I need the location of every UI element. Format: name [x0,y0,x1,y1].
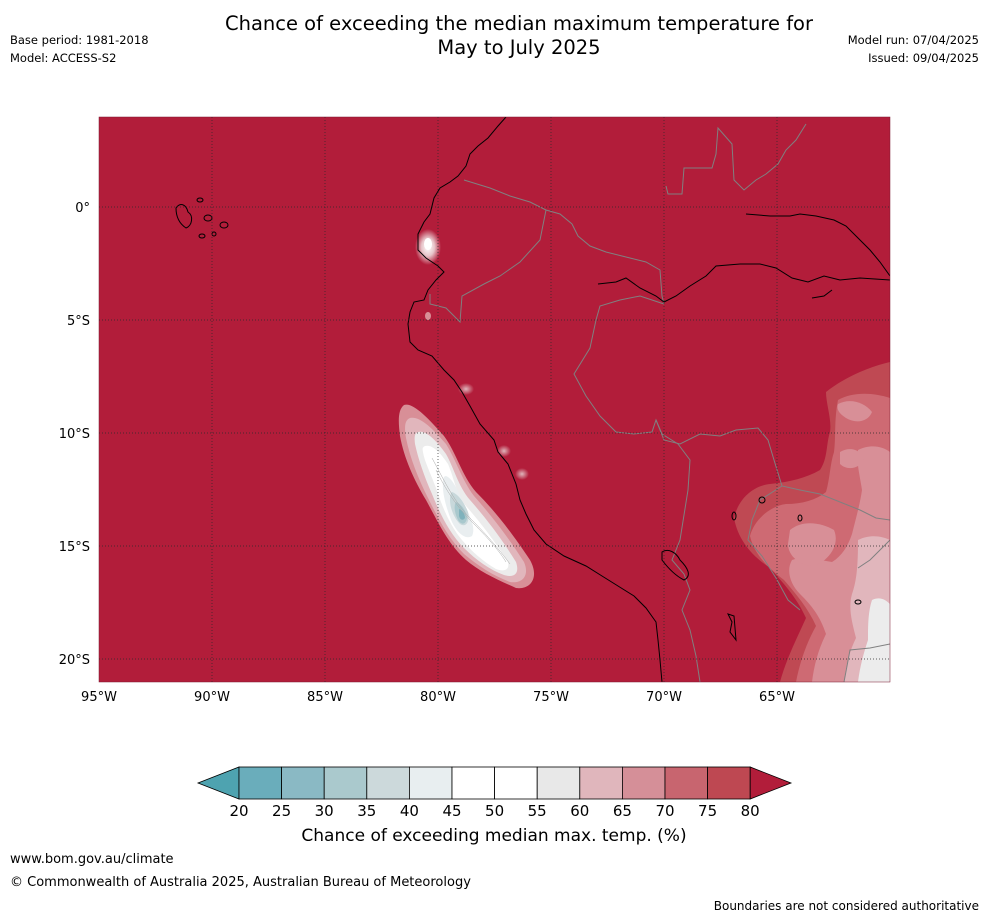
colorbar-swatch [281,766,325,800]
colorbar-swatch [451,766,495,800]
peru-offshore-anomaly [398,404,535,589]
colorbar-tick-label: 55 [528,802,547,820]
lat-tick-label: 15°S [59,540,90,555]
longitude-axis: 95°W 90°W 85°W 80°W 75°W 70°W 65°W [81,690,795,705]
lat-tick-label: 5°S [67,314,90,329]
colorbar-tick-label: 35 [357,802,376,820]
chart-title: Chance of exceeding the median maximum t… [160,12,878,60]
map-frame [98,116,891,683]
lon-tick-label: 85°W [307,690,343,705]
colorbar-under-arrow [196,766,240,800]
colorbar-tick-label: 60 [570,802,589,820]
lat-tick-label: 20°S [59,653,90,668]
colorbar-tick-label: 65 [613,802,632,820]
colorbar-ticks: 20 25 30 35 40 45 50 55 60 65 70 75 80 [229,802,759,820]
run-info: Model run: 07/04/2025 Issued: 09/04/2025 [848,31,979,67]
colorbar-tick-label: 80 [741,802,760,820]
colorbar-swatch [238,766,282,800]
colorbar-swatch [536,766,581,800]
lat-tick-label: 10°S [59,427,90,442]
footer-copyright: © Commonwealth of Australia 2025, Austra… [10,875,471,890]
colorbar [196,766,793,800]
colorbar-tick-label: 45 [442,802,461,820]
model-info: Base period: 1981-2018 Model: ACCESS-S2 [10,31,149,67]
colorbar-swatch [579,766,623,800]
colorbar-tick-label: 40 [400,802,419,820]
colorbar-swatch [366,766,410,800]
title-line-1: Chance of exceeding the median maximum t… [224,12,814,35]
lon-tick-label: 70°W [646,690,682,705]
lon-tick-label: 95°W [81,690,117,705]
base-period-text: Base period: 1981-2018 [10,33,149,47]
colorbar-swatch [707,766,751,800]
map-background [99,117,890,682]
latitude-axis: 0° 5°S 10°S 15°S 20°S [59,201,90,668]
model-text: Model: ACCESS-S2 [10,51,117,65]
colorbar-over-arrow [749,766,793,800]
colorbar-tick-label: 70 [655,802,674,820]
footer-url[interactable]: www.bom.gov.au/climate [10,852,174,867]
colorbar-swatch [408,766,453,800]
lon-tick-label: 65°W [759,690,795,705]
map-plot-area [99,117,890,682]
gridlines [99,117,890,682]
lat-tick-label: 0° [75,201,90,216]
issued-text: Issued: 09/04/2025 [868,51,979,65]
colorbar-swatch [664,766,708,800]
bolivia-brazil-anomaly [734,362,890,682]
title-line-2: May to July 2025 [437,36,601,59]
colorbar-tick-label: 30 [315,802,334,820]
footer-note: Boundaries are not considered authoritat… [713,899,979,913]
coastline [407,117,890,682]
colorbar-tick-label: 25 [272,802,291,820]
lon-tick-label: 90°W [194,690,230,705]
colorbar-tick-label: 75 [698,802,717,820]
galapagos-islands [175,197,862,642]
lon-tick-label: 80°W [420,690,456,705]
colorbar-tick-label: 50 [485,802,504,820]
colorbar-swatch [323,766,368,800]
colorbar-tick-label: 20 [229,802,248,820]
colorbar-label: Chance of exceeding median max. temp. (%… [301,826,687,846]
colorbar-swatch [494,766,538,800]
colorbar-swatch [622,766,666,800]
lon-tick-label: 75°W [533,690,569,705]
model-run-text: Model run: 07/04/2025 [847,33,979,47]
